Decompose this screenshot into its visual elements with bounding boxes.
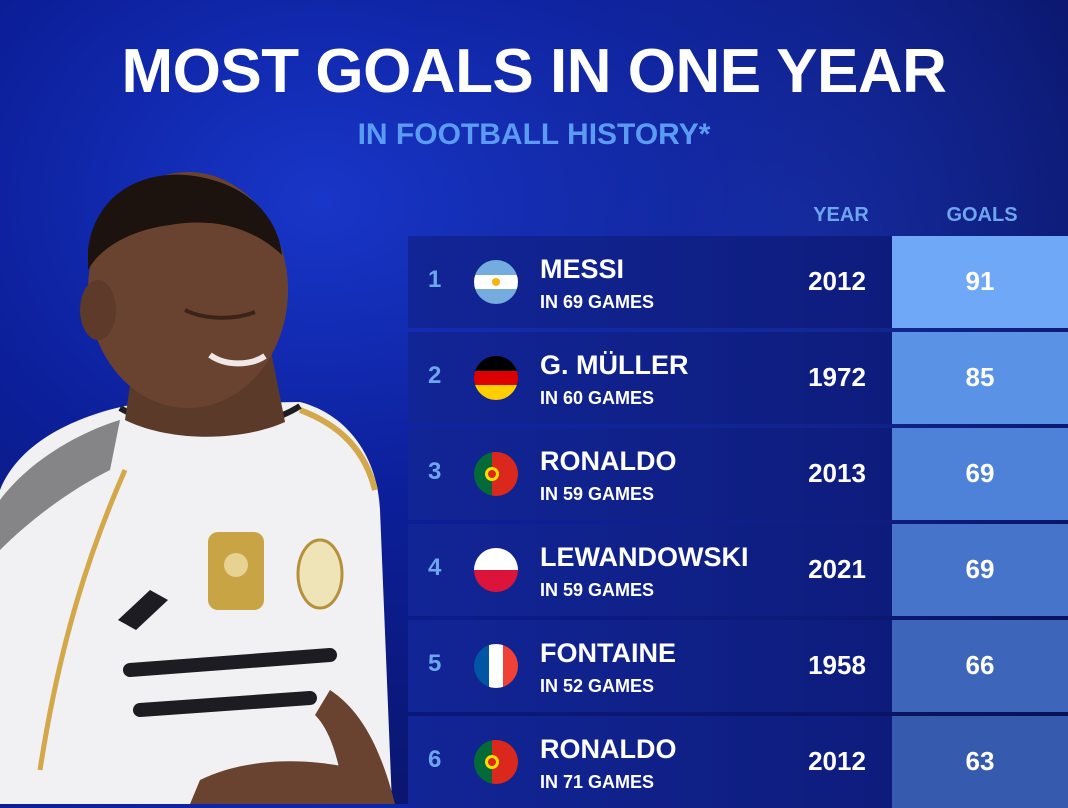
row-info-cell: 2 G. MÜLLER IN 60 GAMES 1972 (408, 332, 892, 424)
poland-flag-icon (474, 548, 518, 592)
year-value: 1958 (808, 650, 866, 680)
goals-cell: 69 (892, 524, 1068, 616)
goals-cell: 69 (892, 428, 1068, 520)
player-name: RONALDO (540, 446, 677, 476)
row-info-cell: 3 RONALDO IN 59 GAMES 2013 (408, 428, 892, 520)
goals-column-header: GOALS (946, 204, 1018, 226)
rank-label: 6 (428, 746, 442, 773)
games-count: IN 71 GAMES (540, 772, 655, 792)
player-name: G. MÜLLER (540, 350, 689, 380)
goals-cell: 66 (892, 620, 1068, 712)
games-count: IN 52 GAMES (540, 676, 655, 696)
page-subtitle: IN FOOTBALL HISTORY* (357, 118, 711, 151)
rank-label: 5 (428, 650, 442, 677)
goals-value: 85 (965, 362, 995, 392)
page-title: MOST GOALS IN ONE YEAR (121, 37, 947, 106)
player-name: MESSI (540, 254, 625, 284)
player-photo (0, 170, 410, 804)
rank-label: 4 (428, 554, 442, 581)
ranking-table: 1 MESSI IN 69 GAMES 2012 91 2 G. MÜLLER … (408, 236, 1068, 808)
player-name: FONTAINE (540, 638, 676, 668)
rank-label: 1 (428, 266, 442, 293)
year-value: 2012 (808, 266, 866, 296)
portugal-flag-icon (474, 452, 518, 496)
row-info-cell: 1 MESSI IN 69 GAMES 2012 (408, 236, 892, 328)
goals-value: 66 (965, 650, 995, 680)
table-row: 2 G. MÜLLER IN 60 GAMES 1972 85 (408, 332, 1068, 424)
games-count: IN 59 GAMES (540, 580, 655, 600)
goals-value: 69 (965, 554, 995, 584)
argentina-flag-icon (474, 260, 518, 304)
table-row: 4 LEWANDOWSKI IN 59 GAMES 2021 69 (408, 524, 1068, 616)
year-value: 2021 (808, 554, 866, 584)
goals-cell: 91 (892, 236, 1068, 328)
table-row: 6 RONALDO IN 71 GAMES 2012 63 (408, 716, 1068, 808)
portugal-flag-icon (474, 740, 518, 784)
year-value: 2013 (808, 458, 866, 488)
goals-cell: 85 (892, 332, 1068, 424)
row-info-cell: 6 RONALDO IN 71 GAMES 2012 (408, 716, 892, 808)
goals-value: 69 (965, 458, 995, 488)
table-row: 1 MESSI IN 69 GAMES 2012 91 (408, 236, 1068, 328)
row-info-cell: 5 FONTAINE IN 52 GAMES 1958 (408, 620, 892, 712)
table-row: 3 RONALDO IN 59 GAMES 2013 69 (408, 428, 1068, 520)
goals-value: 63 (965, 746, 995, 776)
year-value: 2012 (808, 746, 866, 776)
games-count: IN 59 GAMES (540, 484, 655, 504)
rank-label: 3 (428, 458, 442, 485)
france-flag-icon (474, 644, 518, 688)
rank-label: 2 (428, 362, 442, 389)
germany-flag-icon (474, 356, 518, 400)
games-count: IN 69 GAMES (540, 292, 655, 312)
player-name: RONALDO (540, 734, 677, 764)
year-value: 1972 (808, 362, 866, 392)
year-column-header: YEAR (813, 204, 869, 226)
goals-value: 91 (965, 266, 995, 296)
player-name: LEWANDOWSKI (540, 542, 749, 572)
table-row: 5 FONTAINE IN 52 GAMES 1958 66 (408, 620, 1068, 712)
goals-cell: 63 (892, 716, 1068, 808)
row-info-cell: 4 LEWANDOWSKI IN 59 GAMES 2021 (408, 524, 892, 616)
games-count: IN 60 GAMES (540, 388, 655, 408)
